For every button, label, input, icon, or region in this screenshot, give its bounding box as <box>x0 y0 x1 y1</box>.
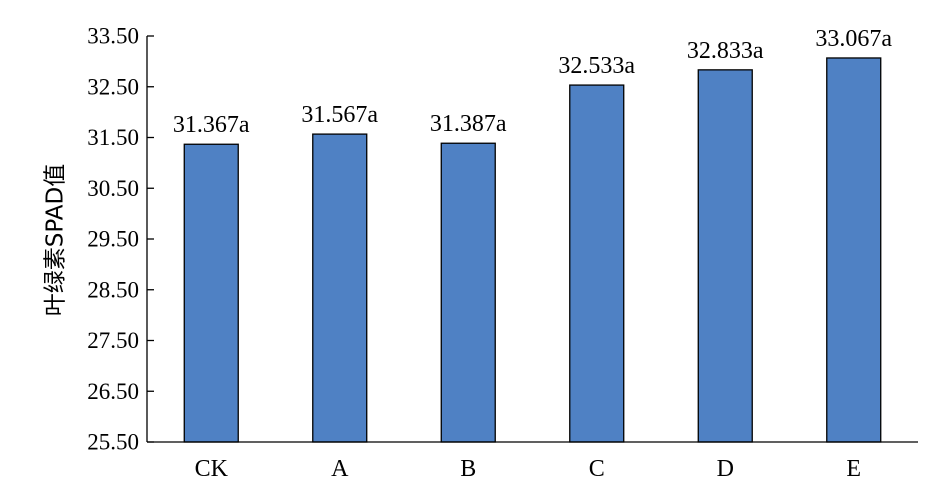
bar-b <box>440 142 496 443</box>
bar-ck <box>183 143 239 443</box>
x-tick-label-a: A <box>331 456 349 482</box>
bar-d <box>697 69 753 443</box>
y-axis-ticks: 25.50 26.50 27.50 28.50 29.50 30.50 31.50 32.50… <box>87 24 154 455</box>
bar-c <box>569 84 625 443</box>
data-label-e: 33.067a <box>815 26 892 52</box>
x-tick-label-b: B <box>460 456 476 482</box>
bar-a <box>312 133 368 443</box>
y-axis-label: 叶绿素SPAD值 <box>43 164 69 316</box>
y-tick-label: 32.50 <box>87 74 139 99</box>
y-tick-label: 27.50 <box>87 328 139 353</box>
data-label-b: 31.387a <box>430 111 507 137</box>
data-label-c: 32.533a <box>558 53 635 79</box>
x-tick-label-d: D <box>717 456 734 482</box>
y-tick-label: 29.50 <box>87 227 139 252</box>
y-tick-label: 31.50 <box>87 125 139 150</box>
y-tick-label: 33.50 <box>87 24 139 49</box>
bars-group <box>183 57 882 443</box>
data-labels-group: 31.367a 31.567a 31.387a 32.533a 32.833a 33.06… <box>173 26 893 138</box>
y-tick-label: 30.50 <box>87 176 139 201</box>
data-label-d: 32.833a <box>687 38 764 64</box>
x-tick-label-c: C <box>589 456 605 482</box>
y-tick-label: 28.50 <box>87 277 139 302</box>
data-label-a: 31.567a <box>301 102 378 128</box>
bar-e <box>826 57 882 443</box>
y-tick-label: 26.50 <box>87 379 139 404</box>
x-axis-labels: CK A B C D E <box>195 456 862 482</box>
x-tick-label-ck: CK <box>195 456 229 482</box>
x-tick-label-e: E <box>846 456 861 482</box>
data-label-ck: 31.367a <box>173 112 250 138</box>
y-tick-label: 25.50 <box>87 430 139 455</box>
